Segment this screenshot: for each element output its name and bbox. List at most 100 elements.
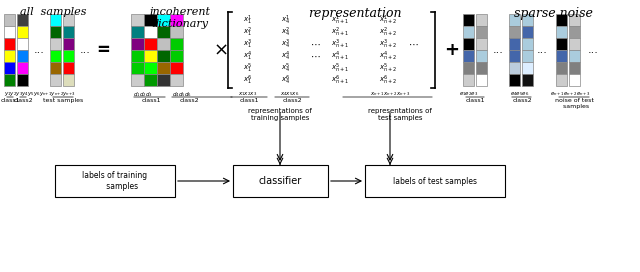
Bar <box>4 26 15 38</box>
Bar <box>157 74 170 86</box>
Text: class2: class2 <box>512 98 532 103</box>
Text: class1: class1 <box>239 98 259 103</box>
Text: $x_{1}^{6}$: $x_{1}^{6}$ <box>243 73 253 87</box>
Text: class2: class2 <box>282 98 302 103</box>
Bar <box>50 62 61 74</box>
Bar <box>4 38 15 50</box>
Bar <box>463 26 474 38</box>
Bar <box>170 62 183 74</box>
Bar <box>509 38 520 50</box>
Bar <box>476 62 487 74</box>
Bar <box>556 26 567 38</box>
Bar <box>463 38 474 50</box>
Text: classifier: classifier <box>259 176 301 186</box>
Bar <box>50 38 61 50</box>
Bar <box>55 165 175 197</box>
Text: $x_{{n+1}}^{5}$: $x_{{n+1}}^{5}$ <box>331 61 349 75</box>
Text: labels of training
      samples: labels of training samples <box>83 171 148 191</box>
Text: test samples: test samples <box>43 98 83 103</box>
Bar <box>144 38 157 50</box>
Bar <box>170 50 183 62</box>
Bar <box>4 62 15 74</box>
Text: $x_{1}^{4}$: $x_{1}^{4}$ <box>243 49 253 63</box>
Text: $x_{{n+2}}^{5}$: $x_{{n+2}}^{5}$ <box>379 61 397 75</box>
Bar <box>63 62 74 74</box>
Bar <box>50 14 61 26</box>
Bar <box>17 74 28 86</box>
Text: $x_{1}^{2}$: $x_{1}^{2}$ <box>243 25 253 39</box>
Bar <box>131 38 144 50</box>
Bar <box>144 50 157 62</box>
Bar <box>4 50 15 62</box>
Text: +: + <box>445 41 460 59</box>
Bar <box>365 165 505 197</box>
Bar <box>157 14 170 26</box>
Bar <box>476 26 487 38</box>
Text: $x_{{n+1}}^{2}$: $x_{{n+1}}^{2}$ <box>331 25 349 39</box>
Text: $x_{4}^{5}$: $x_{4}^{5}$ <box>282 61 291 75</box>
Bar <box>63 14 74 26</box>
Text: all  samples: all samples <box>20 7 86 17</box>
Bar <box>569 38 580 50</box>
Text: =: = <box>96 41 110 59</box>
Bar <box>144 14 157 26</box>
Bar <box>556 38 567 50</box>
Text: $x_{n+1}x_{n+2}x_{n+3}$: $x_{n+1}x_{n+2}x_{n+3}$ <box>370 90 410 98</box>
Bar <box>17 62 28 74</box>
Bar <box>144 62 157 74</box>
Bar <box>463 74 474 86</box>
Text: sparse noise: sparse noise <box>513 7 593 20</box>
Text: $y_{n\!+\!1}y_{n\!+\!2}y_{n\!+\!3}$: $y_{n\!+\!1}y_{n\!+\!2}y_{n\!+\!3}$ <box>38 90 76 98</box>
Bar <box>522 38 533 50</box>
Bar <box>17 38 28 50</box>
Bar <box>522 62 533 74</box>
Bar <box>63 38 74 50</box>
Text: $x_{{n+1}}^{4}$: $x_{{n+1}}^{4}$ <box>331 49 349 63</box>
Text: $\cdots$: $\cdots$ <box>310 51 320 61</box>
Text: $\times$: $\times$ <box>212 41 227 59</box>
Bar <box>170 74 183 86</box>
Bar <box>50 26 61 38</box>
Text: $\cdots$: $\cdots$ <box>310 39 320 49</box>
Text: $x_{4}^{4}$: $x_{4}^{4}$ <box>281 49 291 63</box>
Text: $e_1 e_2 e_3$: $e_1 e_2 e_3$ <box>460 90 479 98</box>
Text: $x_{1}^{1}$: $x_{1}^{1}$ <box>243 13 253 27</box>
Text: ...: ... <box>33 45 44 55</box>
Text: $x_{4}^{3}$: $x_{4}^{3}$ <box>282 37 291 51</box>
Text: class2: class2 <box>179 98 199 103</box>
Text: $d_1d_2d_3$: $d_1d_2d_3$ <box>133 90 153 99</box>
Bar <box>131 14 144 26</box>
Bar <box>569 14 580 26</box>
Bar <box>157 38 170 50</box>
Bar <box>4 14 15 26</box>
Text: $x_{{n+2}}^{2}$: $x_{{n+2}}^{2}$ <box>379 25 397 39</box>
Bar <box>522 26 533 38</box>
Text: $x_{{n+1}}^{1}$: $x_{{n+1}}^{1}$ <box>331 13 349 27</box>
Bar <box>17 14 28 26</box>
Bar <box>522 14 533 26</box>
Bar <box>131 62 144 74</box>
Text: $x_{1}^{3}$: $x_{1}^{3}$ <box>243 37 253 51</box>
Bar <box>509 62 520 74</box>
Bar <box>569 74 580 86</box>
Text: class1: class1 <box>465 98 484 103</box>
Bar <box>4 74 15 86</box>
Bar <box>63 26 74 38</box>
Bar <box>157 50 170 62</box>
Text: representations of
test samples: representations of test samples <box>368 108 432 121</box>
Text: incoherent
dictionary: incoherent dictionary <box>150 7 211 29</box>
Text: $x_{{n+2}}^{4}$: $x_{{n+2}}^{4}$ <box>379 49 397 63</box>
Bar <box>17 50 28 62</box>
Text: ...: ... <box>588 45 598 55</box>
Text: representation: representation <box>308 7 402 20</box>
Text: class1: class1 <box>141 98 161 103</box>
Bar <box>556 62 567 74</box>
Text: ...: ... <box>536 45 547 55</box>
Text: $x_{{n+1}}^{6}$: $x_{{n+1}}^{6}$ <box>331 73 349 87</box>
Bar <box>463 50 474 62</box>
Bar <box>170 14 183 26</box>
Text: $x_4x_5x_6$: $x_4x_5x_6$ <box>280 90 300 98</box>
Bar <box>476 14 487 26</box>
Text: $x_{4}^{1}$: $x_{4}^{1}$ <box>282 13 291 27</box>
Bar <box>509 14 520 26</box>
